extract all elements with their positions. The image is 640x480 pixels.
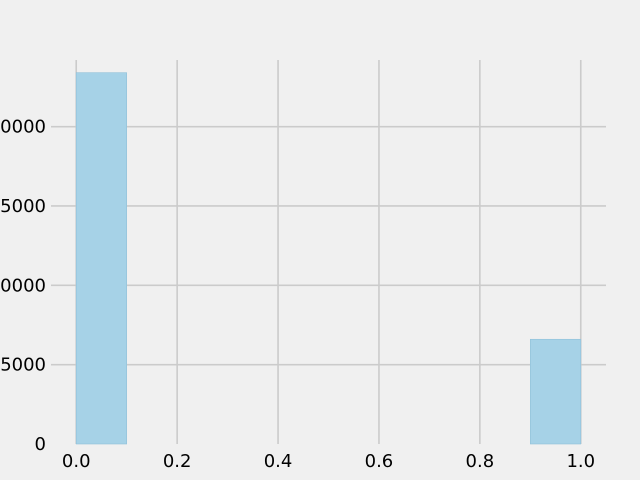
y-tick-label: 15000 xyxy=(0,196,46,217)
x-tick-label: 0.0 xyxy=(62,451,91,472)
y-tick-label: 5000 xyxy=(0,355,46,376)
histogram-bar-9 xyxy=(530,338,582,445)
x-axis-tick-labels: 0.0 0.2 0.4 0.6 0.8 1.0 xyxy=(62,451,595,472)
y-tick-label: 0 xyxy=(35,434,46,455)
x-tick-label: 1.0 xyxy=(566,451,595,472)
histogram-bars xyxy=(75,72,582,445)
y-axis-tick-labels: 0 5000 10000 15000 20000 xyxy=(0,117,46,455)
x-tick-label: 0.4 xyxy=(264,451,293,472)
x-tick-label: 0.8 xyxy=(466,451,495,472)
y-tick-label: 20000 xyxy=(0,117,46,138)
histogram-bar-0 xyxy=(75,72,127,445)
x-tick-label: 0.2 xyxy=(163,451,192,472)
y-tick-label: 10000 xyxy=(0,275,46,296)
grid-lines xyxy=(51,60,606,444)
x-tick-label: 0.6 xyxy=(365,451,394,472)
